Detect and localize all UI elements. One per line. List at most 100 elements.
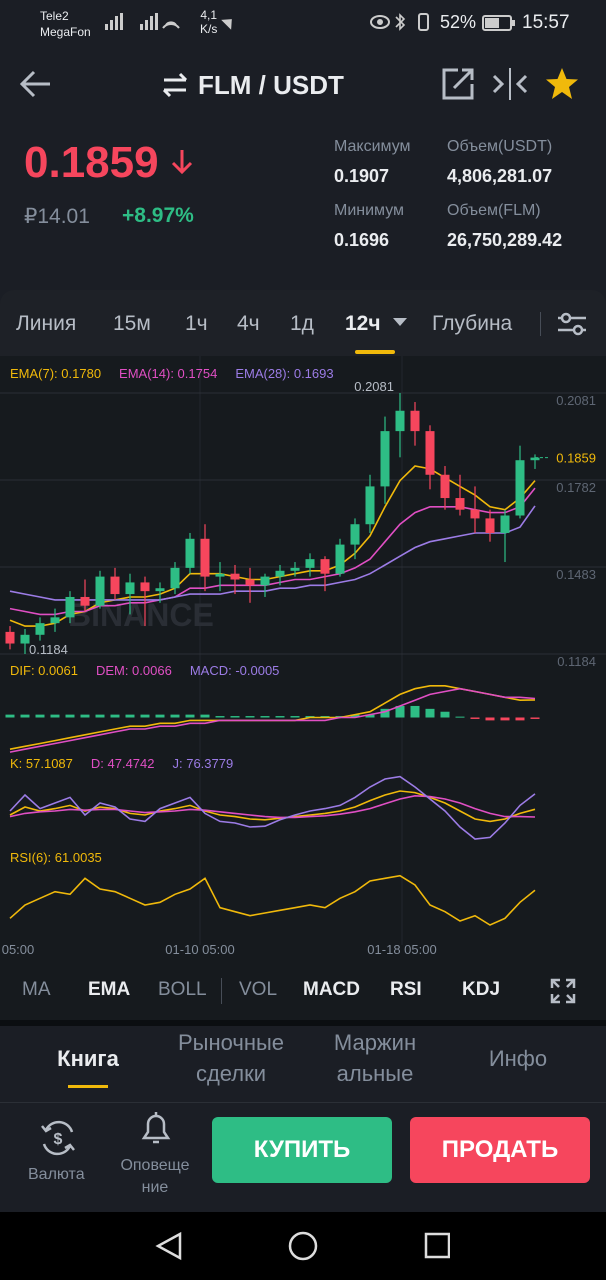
stat-label: Максимум (334, 138, 411, 155)
carrier-2: MegaFon (40, 25, 91, 39)
stat-value: 26,750,289.42 (447, 230, 563, 250)
candle-body (515, 460, 525, 516)
candle-body (290, 567, 300, 571)
macd-bar (65, 714, 75, 718)
macd-bar (215, 716, 225, 718)
interval-tab[interactable]: 1д (290, 312, 314, 335)
candle-body (185, 538, 195, 568)
macd-bar (185, 714, 195, 718)
compare-icon[interactable] (492, 68, 528, 100)
back-button[interactable] (18, 68, 54, 100)
bottom-tab[interactable]: Книга (57, 1046, 119, 1071)
stat-label: Объем(USDT) (447, 138, 553, 155)
macd-bar (275, 716, 285, 718)
alert-icon[interactable] (136, 1106, 176, 1146)
interval-tab[interactable]: 1ч (185, 312, 208, 335)
alert-label[interactable]: Оповеще ние (118, 1155, 192, 1199)
currency-icon[interactable]: $ (38, 1118, 78, 1158)
stat-value: 0.1907 (334, 166, 390, 186)
pair-title[interactable]: FLM / USDT (198, 70, 344, 100)
indicator-bar (0, 962, 606, 1020)
indicator-tab[interactable]: BOLL (158, 979, 207, 1000)
currency-label[interactable]: Валюта (28, 1166, 85, 1183)
macd-bar (290, 716, 300, 718)
stat-label: Минимум (334, 202, 405, 219)
indicator-tab[interactable]: RSI (390, 979, 422, 1000)
ema-line (9, 505, 536, 601)
bottom-tab[interactable]: Маржин (333, 1030, 417, 1055)
bottom-tab[interactable]: альные (336, 1061, 414, 1086)
macd-bar (245, 716, 255, 718)
macd-bar (5, 714, 15, 718)
indicator-legend: MACD: -0.0005 (190, 663, 280, 678)
chart-settings[interactable] (540, 308, 590, 340)
high-label: 0.2081 (354, 379, 394, 394)
candle-body (95, 576, 105, 606)
macd-bar (380, 708, 390, 718)
macd-bar (425, 708, 435, 718)
kdj-line (9, 790, 536, 823)
candle-body (365, 486, 375, 525)
interval-tab[interactable]: 12ч (345, 312, 381, 335)
interval-bar (0, 290, 606, 356)
status-icons (105, 13, 232, 30)
bottom-tab[interactable]: Инфо (488, 1046, 548, 1071)
indicator-tab[interactable]: MACD (303, 979, 360, 1000)
bottom-tab[interactable]: Рыночные (177, 1030, 285, 1055)
speed-unit: K/s (200, 22, 218, 36)
interval-tab[interactable]: Глубина (432, 312, 513, 335)
active-underline (355, 350, 395, 354)
nav-recents[interactable] (424, 1232, 450, 1259)
interval-tab[interactable]: Линия (16, 312, 77, 335)
buy-button[interactable]: КУПИТЬ (212, 1117, 392, 1183)
macd-bar (110, 714, 120, 718)
indicator-legend: DEM: 0.0066 (96, 663, 172, 678)
indicator-tab[interactable]: MA (22, 979, 51, 1000)
macd-bar (125, 714, 135, 718)
candle-body (80, 596, 90, 606)
interval-tab[interactable]: 15м (113, 312, 151, 335)
macd-bar (500, 717, 510, 721)
indicator-tab[interactable]: KDJ (462, 979, 501, 1000)
speed: 4,1 (200, 8, 218, 22)
nav-home[interactable] (288, 1231, 318, 1261)
macd-bar (440, 711, 450, 718)
candle-body (350, 524, 360, 545)
macd-bar (395, 705, 405, 718)
candle-body (455, 498, 465, 510)
candle-body (425, 431, 435, 475)
candle-body (200, 538, 210, 577)
ema-line (9, 487, 536, 616)
carrier-1: Tele2 (40, 9, 69, 23)
time-label: 05:00 (2, 942, 35, 957)
candle-body (410, 410, 420, 432)
macd-bar (515, 717, 525, 721)
candle-body (125, 582, 135, 595)
candle-body (260, 576, 270, 586)
candle-body (155, 588, 165, 592)
sell-button[interactable]: ПРОДАТЬ (410, 1117, 590, 1183)
macd-bar (50, 714, 60, 718)
fullscreen-icon[interactable] (548, 976, 578, 1006)
macd-bar (485, 717, 495, 721)
indicator-tab[interactable]: EMA (88, 979, 131, 1000)
candle-body (530, 457, 540, 461)
candle-body (275, 570, 285, 577)
nav-back[interactable] (155, 1231, 182, 1261)
kdj-line (9, 775, 536, 840)
clock: 15:57 (522, 12, 570, 33)
candle-body (380, 431, 390, 487)
interval-tab[interactable]: 4ч (237, 312, 260, 335)
divider (0, 1020, 606, 1026)
stat-label: Объем(FLM) (447, 202, 541, 219)
share-icon[interactable] (442, 68, 474, 100)
kdj-line (9, 794, 536, 819)
indicator-tab[interactable]: VOL (239, 979, 278, 1000)
swap-icon[interactable] (160, 72, 190, 98)
fiat-price: ₽14.01 (24, 205, 90, 228)
favorite-star[interactable] (546, 68, 578, 99)
time-label: 01-10 05:00 (165, 942, 234, 957)
down-arrow (171, 150, 193, 175)
bottom-tab[interactable]: сделки (195, 1061, 267, 1086)
candle-body (50, 617, 60, 624)
